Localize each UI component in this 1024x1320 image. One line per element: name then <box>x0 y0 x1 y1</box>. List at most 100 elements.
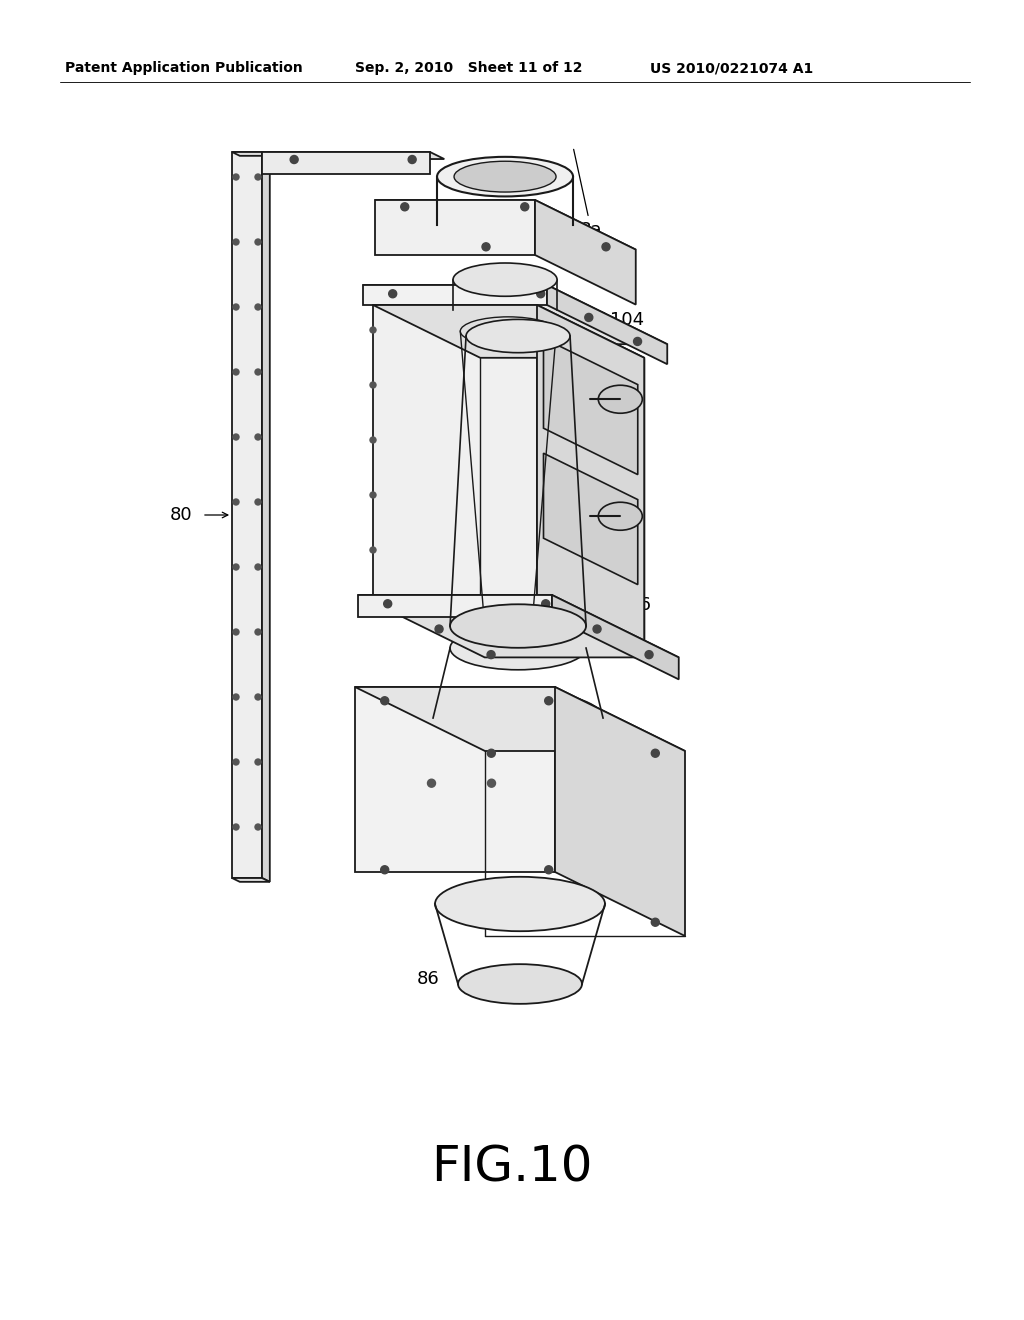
Ellipse shape <box>461 317 556 346</box>
Ellipse shape <box>437 157 573 197</box>
Circle shape <box>255 304 261 310</box>
Text: Sep. 2, 2010   Sheet 11 of 12: Sep. 2, 2010 Sheet 11 of 12 <box>355 61 583 75</box>
Polygon shape <box>537 305 644 648</box>
Circle shape <box>290 156 298 164</box>
Polygon shape <box>262 152 269 882</box>
Circle shape <box>370 327 376 333</box>
Circle shape <box>400 203 409 211</box>
Circle shape <box>233 759 239 766</box>
Circle shape <box>255 499 261 506</box>
Circle shape <box>381 866 389 874</box>
Text: FIG.10: FIG.10 <box>431 1144 593 1192</box>
Ellipse shape <box>433 690 603 746</box>
Circle shape <box>255 239 261 246</box>
Circle shape <box>233 174 239 180</box>
Polygon shape <box>232 152 269 156</box>
Circle shape <box>521 203 528 211</box>
Text: 106: 106 <box>580 597 651 614</box>
Ellipse shape <box>453 263 557 296</box>
Polygon shape <box>232 878 269 882</box>
Circle shape <box>545 697 553 705</box>
Circle shape <box>370 546 376 553</box>
Text: Patent Application Publication: Patent Application Publication <box>65 61 303 75</box>
Ellipse shape <box>437 205 573 244</box>
Text: 80: 80 <box>169 506 193 524</box>
Ellipse shape <box>466 319 570 352</box>
Circle shape <box>370 437 376 444</box>
Polygon shape <box>362 285 547 305</box>
Circle shape <box>255 434 261 440</box>
Polygon shape <box>358 595 679 657</box>
Circle shape <box>233 824 239 830</box>
Ellipse shape <box>598 502 642 531</box>
Circle shape <box>233 370 239 375</box>
Circle shape <box>381 697 389 705</box>
Circle shape <box>487 919 496 927</box>
Circle shape <box>548 527 554 533</box>
Circle shape <box>485 338 494 346</box>
Circle shape <box>255 759 261 766</box>
Circle shape <box>384 599 392 607</box>
Circle shape <box>233 630 239 635</box>
Circle shape <box>255 694 261 700</box>
Text: 104: 104 <box>550 296 644 329</box>
Circle shape <box>645 651 653 659</box>
Circle shape <box>255 824 261 830</box>
Ellipse shape <box>453 293 557 326</box>
Circle shape <box>389 290 396 298</box>
Circle shape <box>255 174 261 180</box>
Circle shape <box>233 239 239 246</box>
Text: 8a: 8a <box>573 149 602 239</box>
Circle shape <box>482 243 490 251</box>
Ellipse shape <box>451 605 586 648</box>
Circle shape <box>255 630 261 635</box>
Polygon shape <box>362 285 668 345</box>
Circle shape <box>542 599 550 607</box>
Polygon shape <box>547 285 668 364</box>
Circle shape <box>627 455 633 462</box>
Circle shape <box>233 564 239 570</box>
Circle shape <box>233 694 239 700</box>
Circle shape <box>487 651 495 659</box>
Polygon shape <box>552 595 679 680</box>
Circle shape <box>435 626 443 634</box>
Circle shape <box>602 243 610 251</box>
Polygon shape <box>262 152 430 174</box>
Circle shape <box>537 290 545 298</box>
Polygon shape <box>544 453 638 585</box>
Circle shape <box>233 434 239 440</box>
Polygon shape <box>373 305 644 358</box>
Ellipse shape <box>454 161 556 191</box>
Circle shape <box>233 304 239 310</box>
Circle shape <box>627 566 633 572</box>
Polygon shape <box>358 595 552 616</box>
Circle shape <box>409 156 416 164</box>
Ellipse shape <box>435 876 605 931</box>
Polygon shape <box>535 201 636 305</box>
Circle shape <box>370 492 376 498</box>
Circle shape <box>233 499 239 506</box>
Polygon shape <box>262 152 444 158</box>
Circle shape <box>487 779 496 787</box>
Circle shape <box>651 919 659 927</box>
Circle shape <box>255 370 261 375</box>
Text: US 2010/0221074 A1: US 2010/0221074 A1 <box>650 61 813 75</box>
Text: 100: 100 <box>565 441 636 459</box>
Circle shape <box>255 564 261 570</box>
Polygon shape <box>555 686 685 936</box>
Polygon shape <box>355 686 685 751</box>
Circle shape <box>651 750 659 758</box>
Text: 86: 86 <box>417 970 439 987</box>
Text: 82: 82 <box>558 747 638 766</box>
Circle shape <box>487 750 496 758</box>
Circle shape <box>437 313 444 322</box>
Ellipse shape <box>451 626 586 669</box>
Circle shape <box>585 313 593 322</box>
Circle shape <box>545 866 553 874</box>
Circle shape <box>548 351 554 356</box>
Polygon shape <box>375 201 535 255</box>
Circle shape <box>370 381 376 388</box>
Polygon shape <box>232 152 262 878</box>
Circle shape <box>627 389 633 396</box>
Circle shape <box>427 779 435 787</box>
